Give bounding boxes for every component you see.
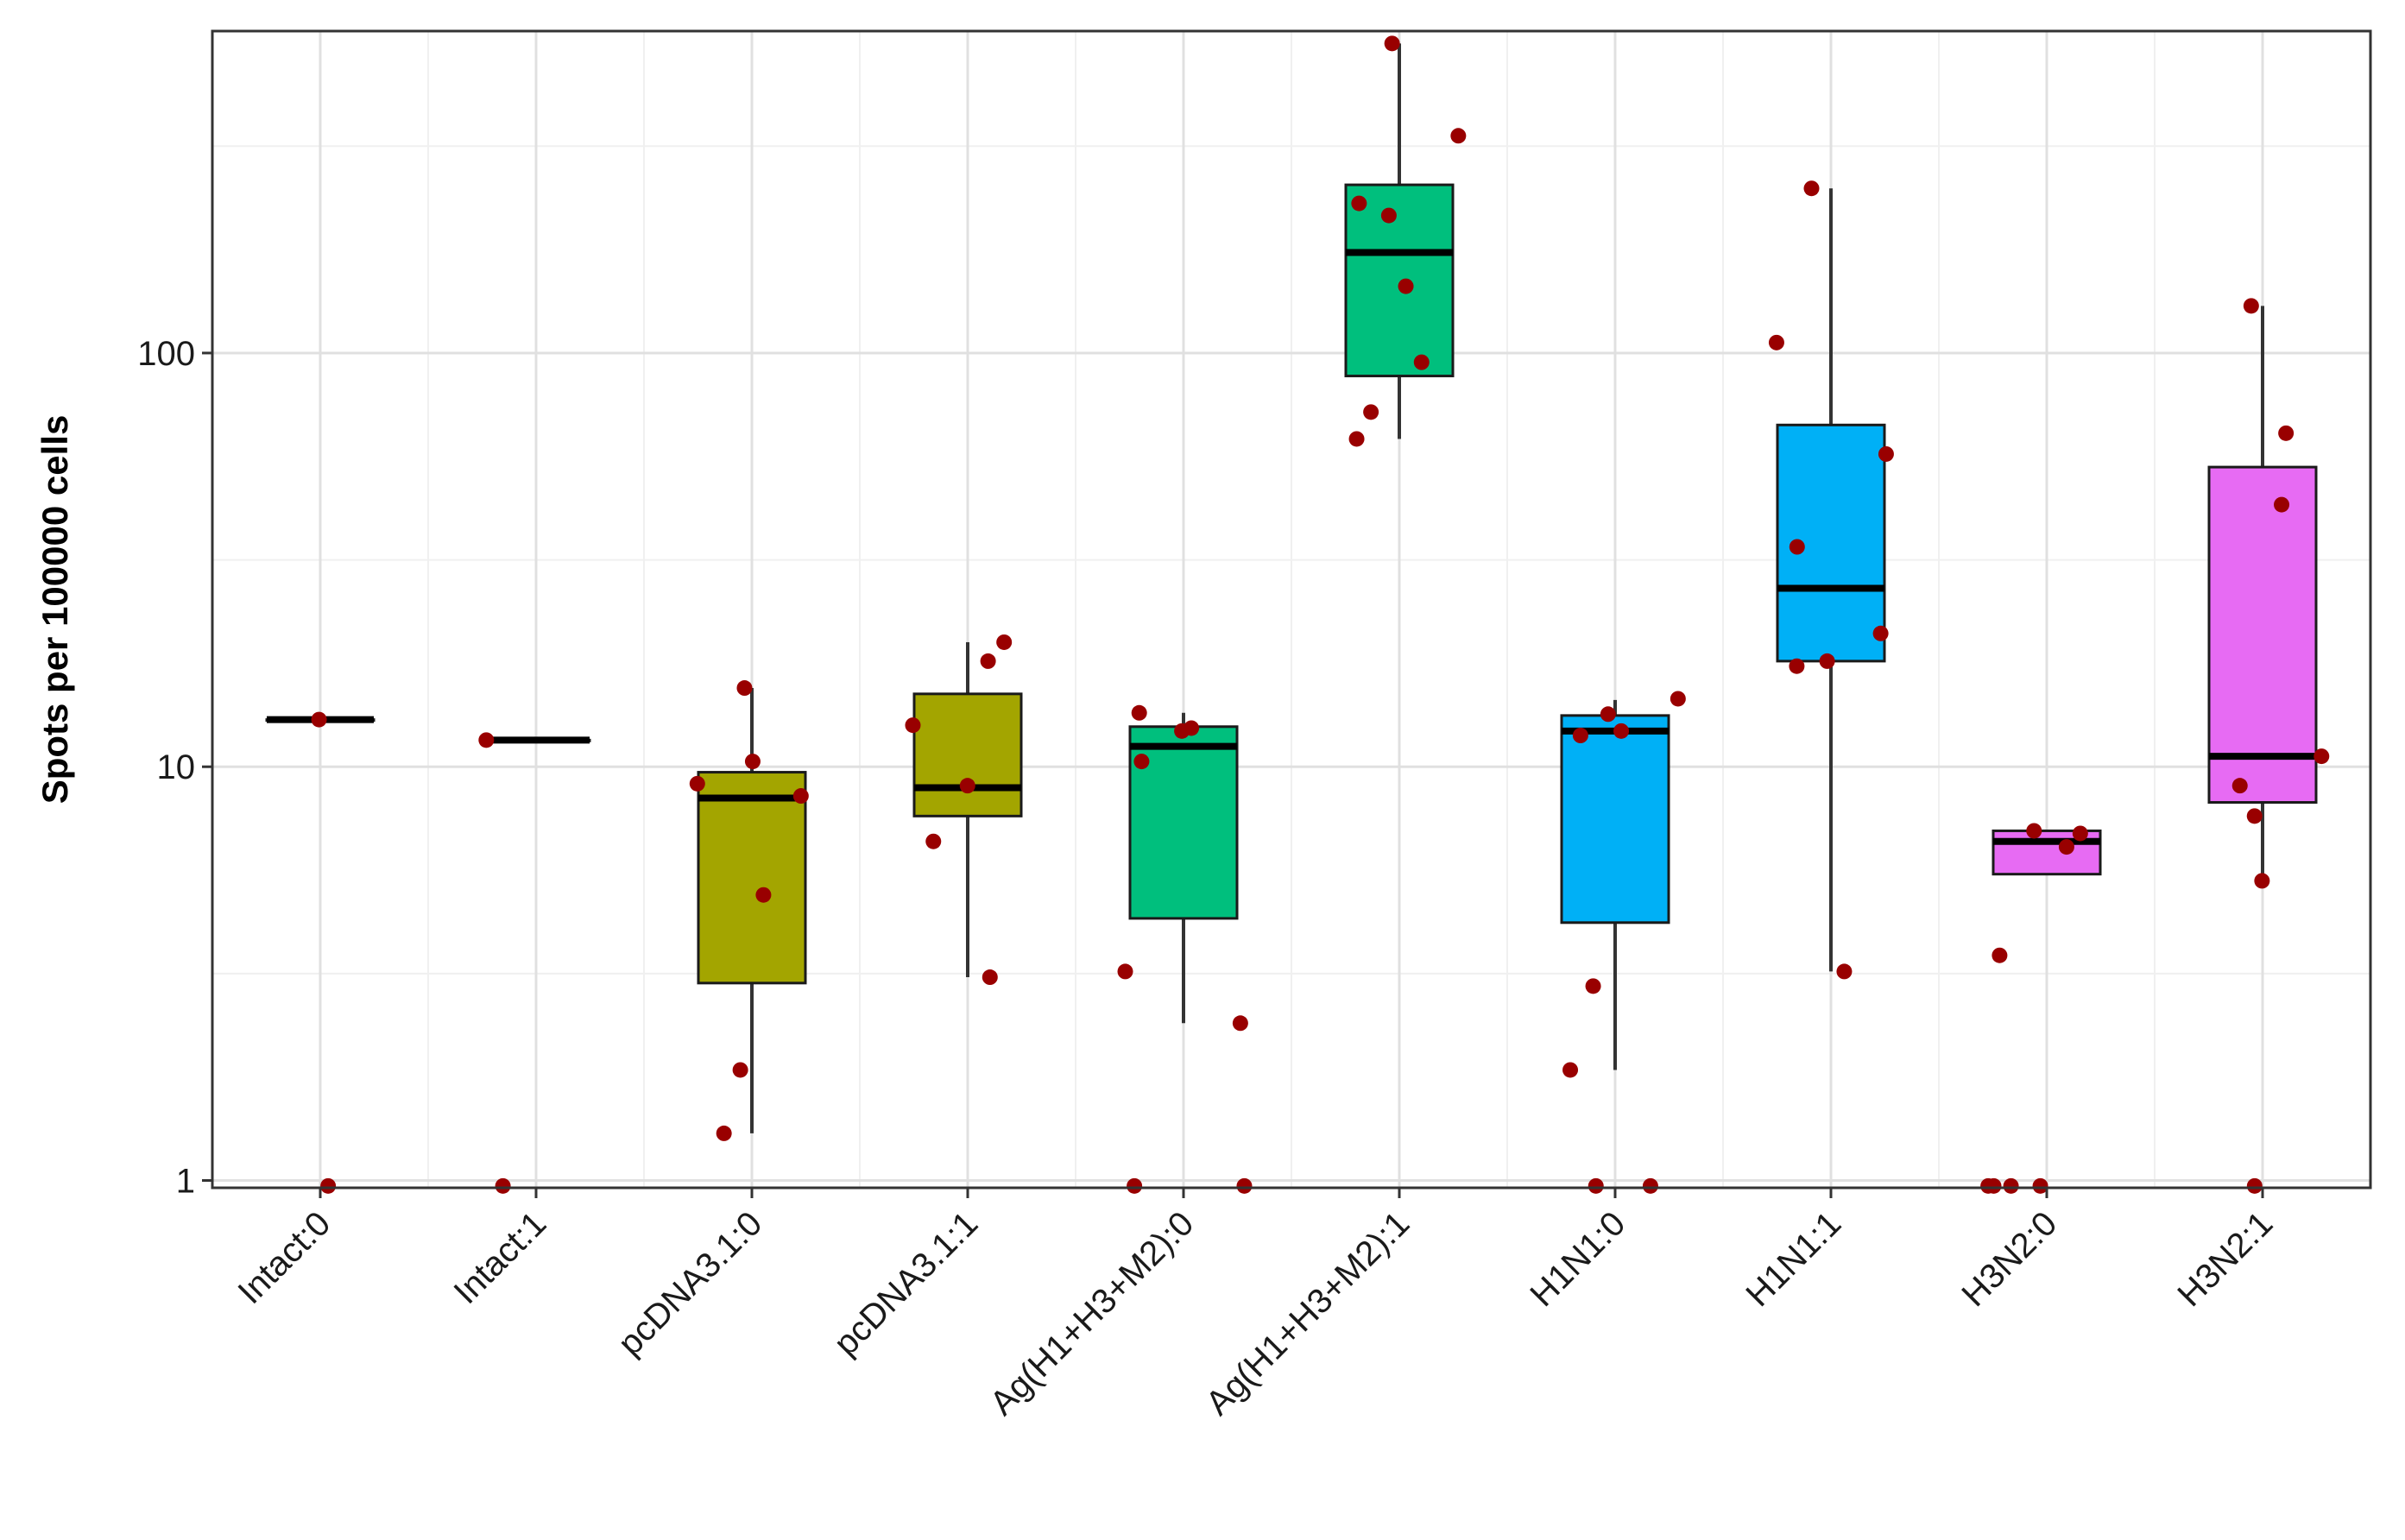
data-point	[1878, 445, 1894, 462]
data-point	[1562, 1062, 1579, 1078]
data-point	[1131, 704, 1147, 721]
data-point	[2058, 839, 2074, 855]
data-point	[1133, 754, 1150, 770]
box-iqr	[1560, 714, 1670, 925]
data-point	[1174, 723, 1190, 739]
y-axis-title: Spots per 100000 cells	[35, 415, 75, 805]
box-iqr	[2207, 465, 2318, 805]
data-points	[311, 35, 2330, 1194]
data-point	[1980, 1177, 1997, 1194]
data-point	[1789, 658, 1805, 674]
data-point	[925, 833, 942, 849]
data-point	[732, 1062, 748, 1078]
data-point	[1398, 278, 1414, 294]
data-point	[2243, 298, 2259, 314]
data-point	[689, 775, 705, 792]
box-iqr	[912, 692, 1023, 817]
box-pcDNA3.1:1	[912, 641, 1023, 978]
data-point	[2246, 1177, 2263, 1194]
data-point	[1992, 947, 2008, 963]
data-point	[2003, 1177, 2019, 1194]
data-point	[2254, 873, 2270, 889]
data-point	[1363, 404, 1379, 420]
grid-lines	[212, 31, 2370, 1188]
data-point	[755, 887, 772, 903]
data-point	[495, 1177, 511, 1194]
data-point	[2313, 748, 2330, 765]
data-point	[2072, 825, 2088, 842]
data-point	[1236, 1177, 1253, 1194]
data-point	[1384, 35, 1400, 52]
data-point	[905, 717, 921, 734]
data-point	[1819, 653, 1835, 669]
y-tick-label: 10	[157, 748, 196, 786]
box-iqr	[1344, 183, 1455, 378]
data-point	[1642, 1177, 1658, 1194]
data-point	[311, 711, 327, 728]
box-iqr	[697, 771, 807, 985]
data-point	[716, 1125, 732, 1141]
data-point	[792, 788, 809, 805]
data-point	[1232, 1015, 1248, 1032]
data-point	[996, 634, 1013, 650]
data-point	[1670, 691, 1686, 707]
y-tick-label: 100	[137, 335, 195, 373]
box-Intact:1	[481, 736, 591, 744]
data-point	[1351, 195, 1367, 211]
data-point	[478, 732, 495, 748]
data-point	[1413, 354, 1430, 370]
box-H3N2:1	[2207, 306, 2318, 881]
data-point	[1572, 728, 1588, 744]
data-point	[1117, 963, 1133, 980]
data-point	[2246, 808, 2263, 824]
data-point	[1348, 431, 1365, 447]
data-point	[1768, 334, 1784, 350]
data-point	[1585, 978, 1601, 994]
data-point	[982, 969, 998, 986]
data-point	[2032, 1177, 2048, 1194]
data-point	[2274, 496, 2290, 513]
data-point	[1613, 723, 1630, 739]
data-point	[2231, 778, 2248, 794]
y-tick-label: 1	[176, 1163, 195, 1201]
box-pcDNA3.1:0	[697, 688, 807, 1133]
box-Ag(H1+H3+M2):1	[1344, 43, 1455, 439]
data-point	[2278, 425, 2295, 441]
data-point	[320, 1177, 337, 1194]
data-point	[980, 653, 996, 669]
data-point	[1380, 207, 1397, 224]
data-point	[1789, 539, 1805, 555]
data-point	[1836, 963, 1853, 980]
data-point	[1803, 180, 1820, 197]
data-point	[744, 754, 761, 770]
data-point	[1450, 128, 1467, 144]
box-H1N1:0	[1560, 699, 1670, 1070]
data-point	[2026, 823, 2042, 839]
data-point	[1127, 1177, 1143, 1194]
data-point	[959, 778, 975, 794]
data-point	[1872, 625, 1889, 641]
plot-panel-border	[211, 29, 2372, 1190]
data-point	[1588, 1177, 1604, 1194]
data-point	[1600, 706, 1616, 723]
data-point	[736, 680, 753, 697]
